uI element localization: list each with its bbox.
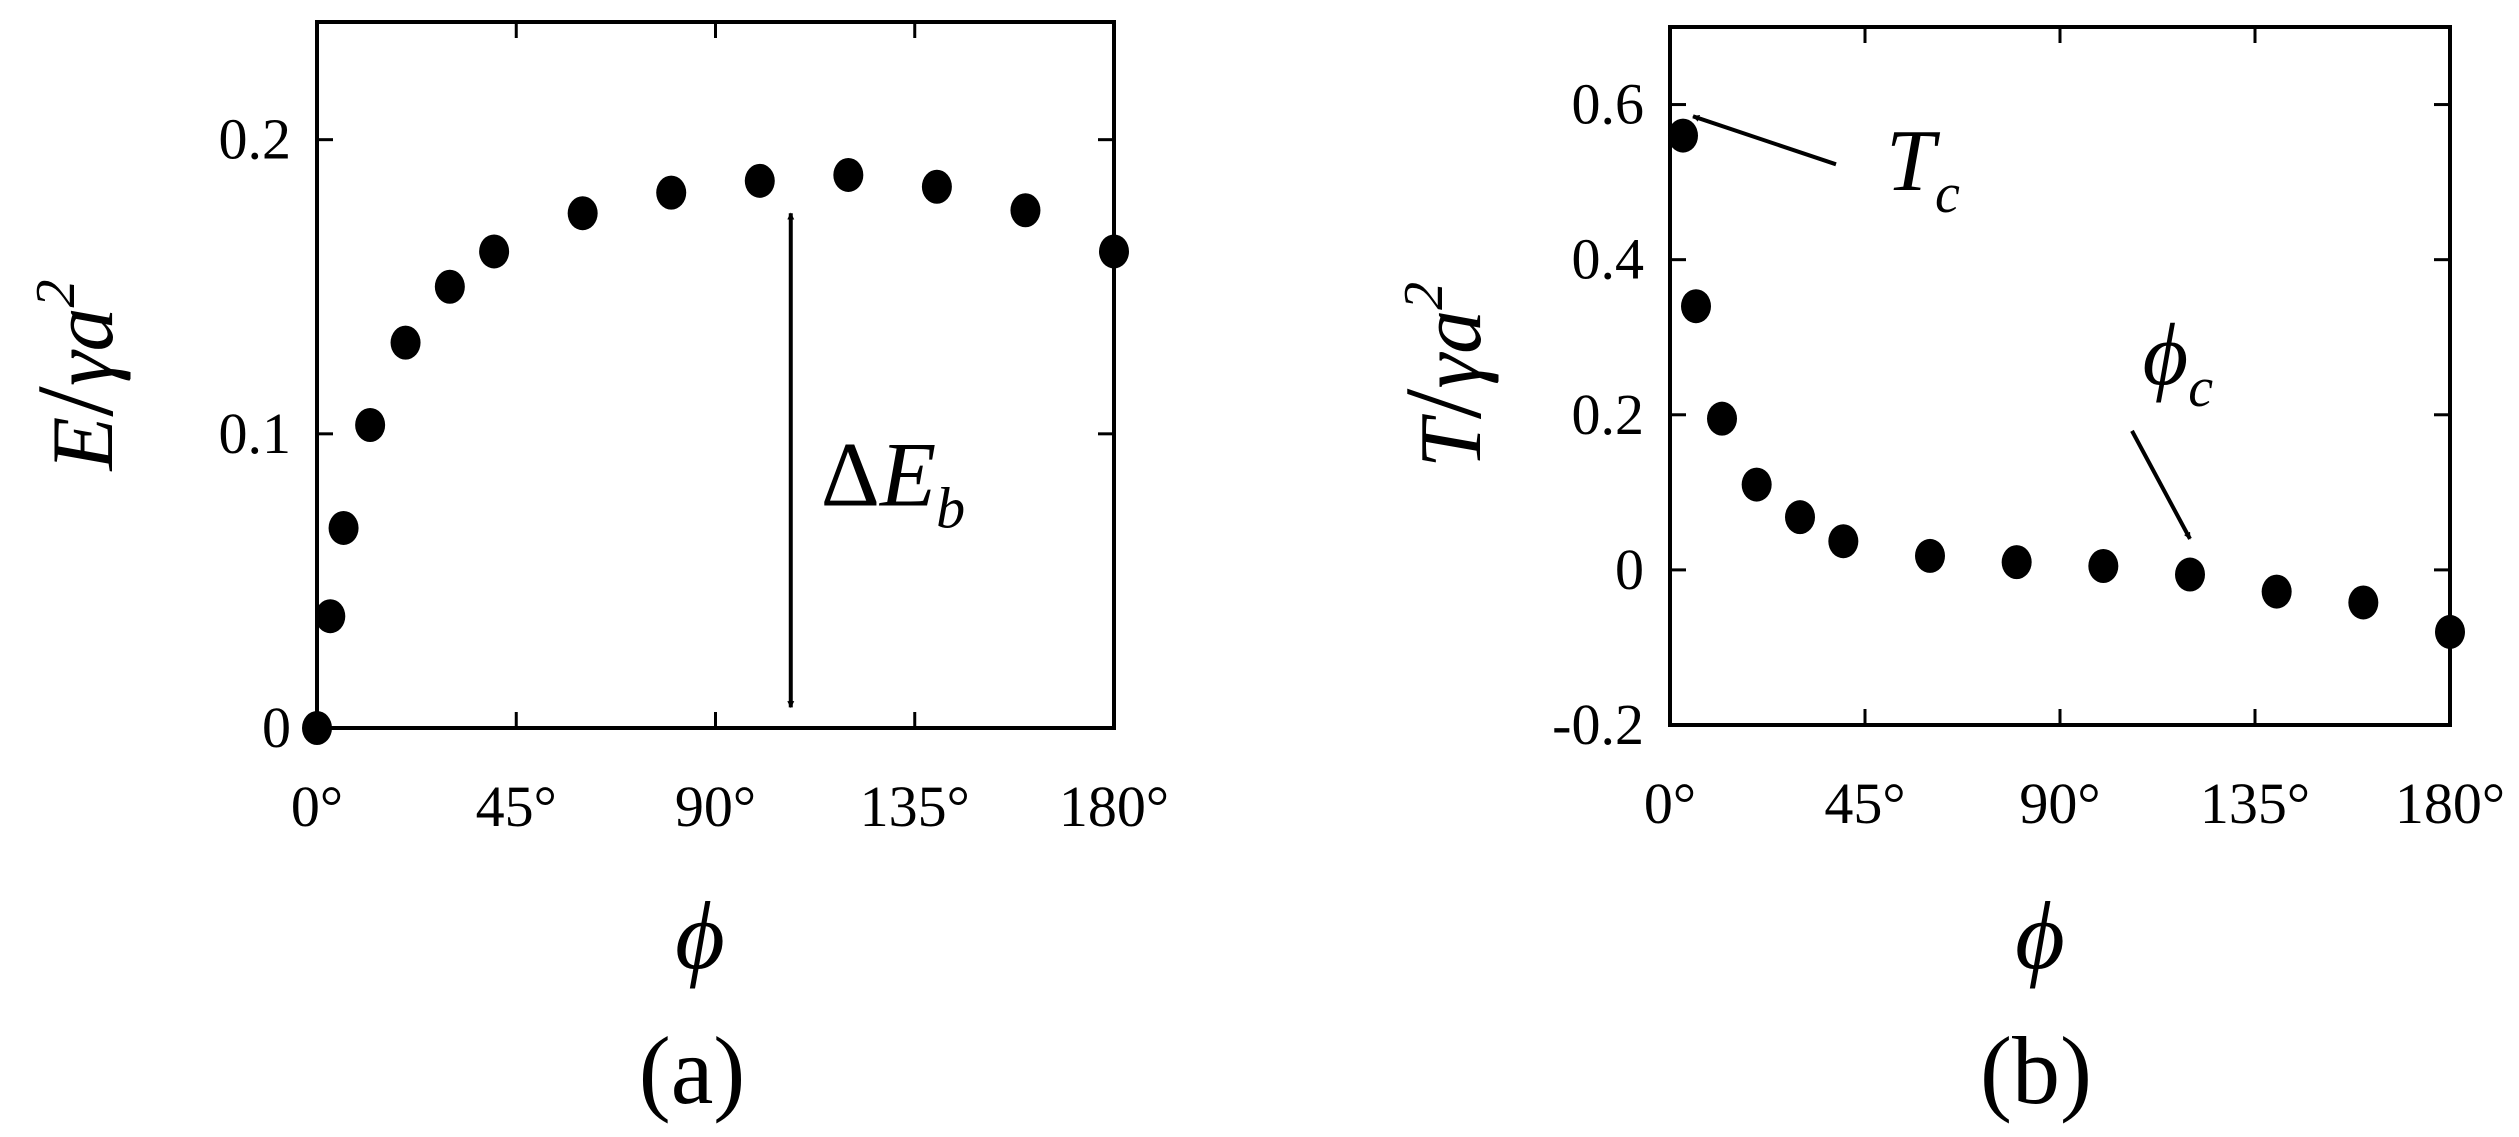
phi-c-label: ϕc (2143, 307, 2214, 419)
y-tick-label-a-2: 0.2 (219, 107, 292, 172)
y-axis-label-b: T/γa2 (1382, 282, 1504, 468)
x-tick-label-a-2: 90° (675, 774, 756, 839)
data-point-b-4 (1785, 500, 1815, 535)
data-point-b-0 (1668, 118, 1698, 153)
y-tick-label-a-0: 0 (262, 695, 291, 760)
data-point-a-13 (1099, 234, 1129, 269)
ticks-b (1668, 27, 2452, 727)
data-point-a-6 (479, 234, 510, 269)
y-axis-label-a: E/γa2 (14, 279, 136, 472)
data-point-a-12 (1010, 193, 1041, 228)
points-b (1668, 118, 2465, 649)
data-point-a-2 (328, 510, 359, 545)
data-point-a-0 (302, 711, 332, 745)
y-tick-label-b-4: 0.6 (1572, 72, 1645, 137)
points-a (302, 157, 1129, 745)
data-point-a-3 (355, 408, 386, 443)
y-tick-label-a-1: 0.1 (219, 401, 292, 466)
plot-frame-b (1668, 25, 2452, 727)
annotations-b: Tc ϕc (1692, 113, 2214, 540)
x-tick-label-b-3: 135° (2200, 771, 2310, 836)
data-point-b-2 (1707, 401, 1737, 436)
y-tick-label-b-3: 0.4 (1572, 227, 1645, 292)
panel-label-b: (b) (1980, 1017, 2092, 1124)
x-tick-label-a-0: 0° (291, 774, 343, 839)
data-point-b-1 (1681, 289, 1711, 324)
phi-c-arrow (2130, 429, 2192, 540)
x-tick-label-b-0: 0° (1644, 771, 1696, 836)
x-tick-label-b-4: 180° (2395, 771, 2505, 836)
x-tick-label-a-4: 180° (1059, 774, 1169, 839)
x-tick-label-a-1: 45° (476, 774, 557, 839)
panel-label-a: (a) (639, 1017, 746, 1124)
x-axis-label-a: ϕ (675, 882, 725, 989)
x-tick-label-b-1: 45° (1824, 771, 1905, 836)
data-point-b-3 (1741, 467, 1772, 502)
data-point-b-10 (2261, 574, 2292, 609)
data-point-a-10 (833, 157, 864, 192)
x-tick-label-b-2: 90° (2019, 771, 2100, 836)
ticks-a (315, 22, 1116, 730)
annotations-a: ΔEb (787, 212, 965, 709)
data-point-b-8 (2088, 549, 2119, 584)
data-point-b-5 (1828, 524, 1859, 559)
data-point-b-9 (2175, 557, 2205, 592)
data-point-b-6 (1915, 538, 1945, 573)
y-tick-label-b-1: 0 (1615, 537, 1644, 602)
tc-arrow (1692, 114, 1837, 167)
x-axis-label-b: ϕ (2015, 882, 2065, 989)
chart-panel-a: 0° 45° 90° 135° 180° 0 0.1 0.2 ΔEb ϕ E/γa2 (a) (14, 20, 1170, 1124)
data-point-b-7 (2001, 545, 2032, 580)
tick-labels-b: 0° 45° 90° 135° 180° -0.2 0 0.2 0.4 0.6 (1552, 72, 2505, 836)
data-point-b-12 (2435, 614, 2465, 649)
chart-panel-b: 0° 45° 90° 135° 180° -0.2 0 0.2 0.4 0.6 Tc ϕc ϕ T/… (1382, 25, 2505, 1124)
data-point-a-4 (390, 325, 421, 360)
data-point-a-9 (744, 163, 775, 198)
data-point-a-7 (567, 196, 598, 231)
data-point-a-8 (656, 175, 687, 210)
tc-label: Tc (1886, 113, 1960, 225)
delta-eb-label: ΔEb (821, 423, 965, 540)
data-point-a-1 (315, 599, 346, 634)
x-tick-label-a-3: 135° (860, 774, 970, 839)
y-tick-label-b-2: 0.2 (1572, 382, 1645, 447)
y-tick-label-b-0: -0.2 (1552, 692, 1644, 757)
data-point-b-11 (2348, 585, 2379, 620)
tick-labels-a: 0° 45° 90° 135° 180° 0 0.1 0.2 (219, 107, 1170, 839)
data-point-a-11 (921, 169, 952, 204)
plot-frame-a (315, 20, 1116, 730)
data-point-a-5 (434, 269, 465, 304)
